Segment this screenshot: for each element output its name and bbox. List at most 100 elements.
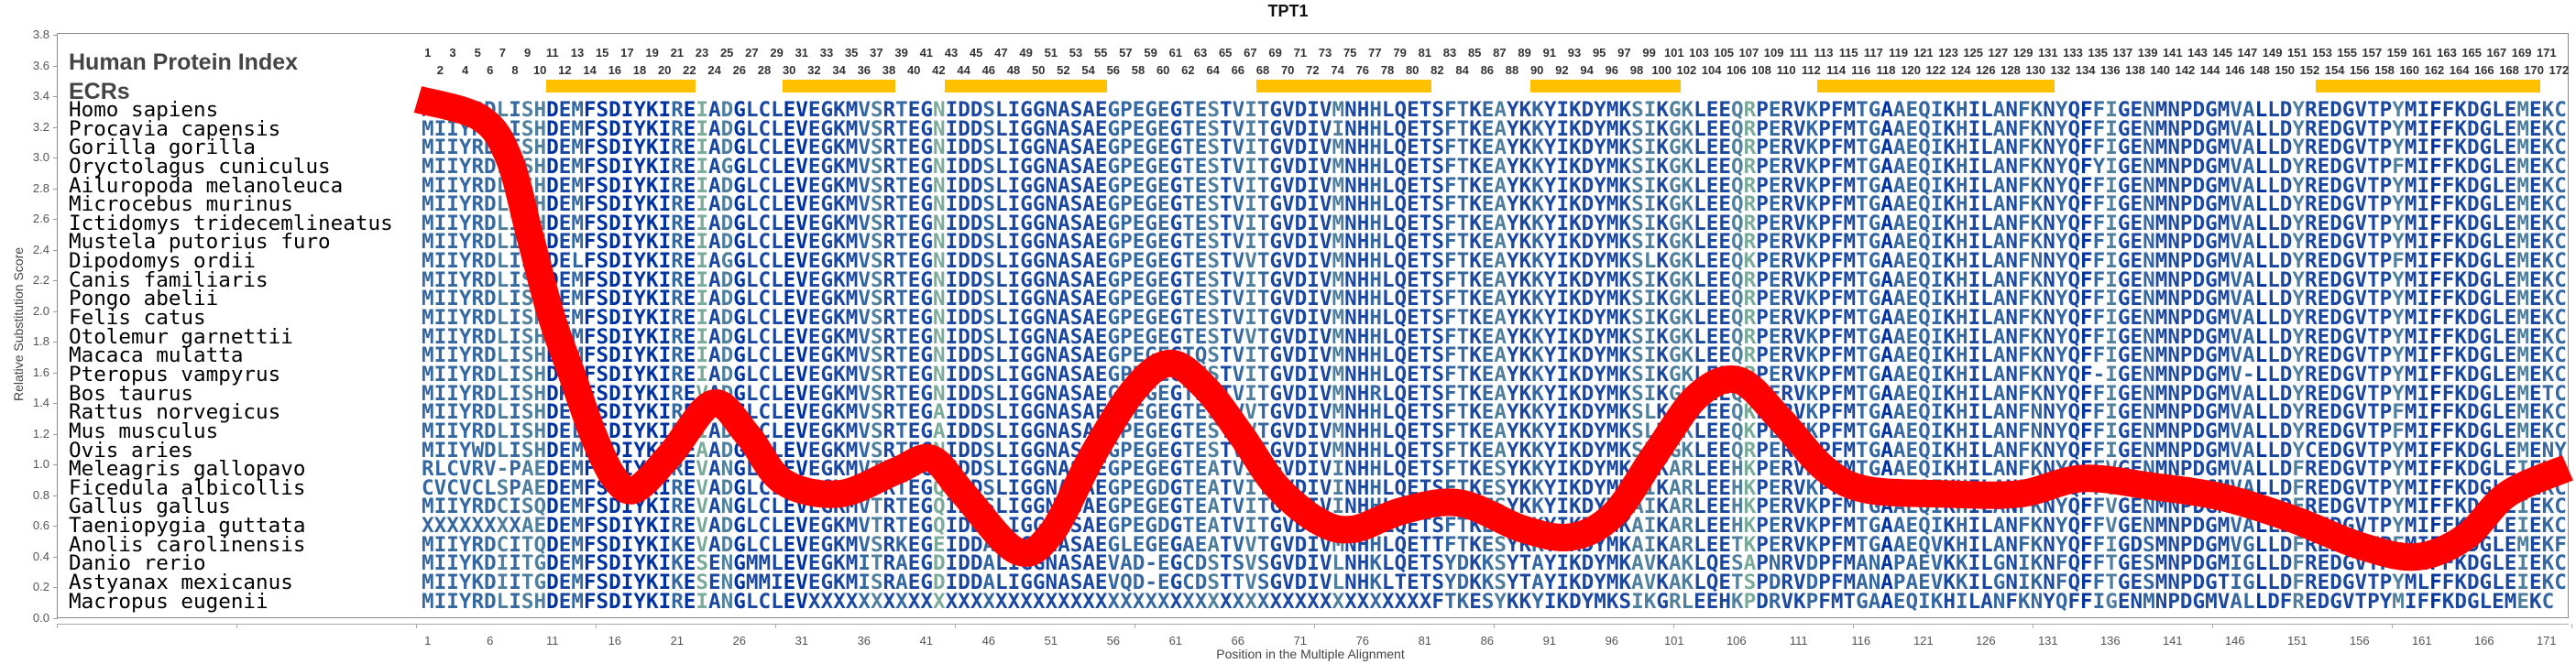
x-tick-mark (416, 624, 417, 628)
column-number: 41 (919, 46, 934, 60)
column-number: 119 (1889, 46, 1909, 60)
residue: Y (2043, 589, 2055, 614)
residue: Q (2055, 589, 2068, 614)
column-number: 112 (1801, 63, 1821, 77)
residue: K (2018, 589, 2031, 614)
residue: G (2329, 589, 2342, 614)
residue: R (1768, 589, 1781, 614)
y-tick-label: 3.8 (32, 27, 49, 42)
column-number: 162 (2424, 63, 2445, 77)
residue: X (1269, 589, 1283, 614)
residue: X (995, 589, 1008, 614)
residue: P (1743, 589, 1757, 614)
column-number: 20 (657, 63, 672, 77)
column-number: 21 (670, 46, 685, 60)
column-number: 157 (2362, 46, 2383, 60)
column-number: 135 (2088, 46, 2109, 60)
residue: M (1594, 589, 1606, 614)
residue: D (2454, 589, 2467, 614)
residue: V (1781, 589, 1794, 614)
y-tick-mark (53, 219, 58, 221)
column-number: 147 (2237, 46, 2258, 60)
residue: X (1369, 589, 1382, 614)
residue: X (920, 589, 933, 614)
column-number: 165 (2461, 46, 2483, 60)
x-tick-label: 76 (1355, 634, 1370, 648)
column-number: 105 (1714, 46, 1735, 60)
residue: I (1955, 589, 1968, 614)
residue: X (858, 589, 871, 614)
column-number: 129 (2012, 46, 2033, 60)
column-number: 118 (1876, 63, 1896, 77)
column-number: 35 (844, 46, 859, 60)
x-tick-label: 126 (1975, 634, 1996, 648)
column-number: 54 (1081, 63, 1095, 77)
ecr-bar (1817, 80, 2055, 93)
column-number: 116 (1851, 63, 1871, 77)
column-number: 49 (1019, 46, 1033, 60)
column-number: 160 (2399, 63, 2420, 77)
column-number: 139 (2137, 46, 2158, 60)
column-number: 155 (2337, 46, 2358, 60)
species-name: Taeniopygia guttata (69, 514, 306, 539)
ecr-bar (2316, 80, 2540, 93)
species-name: Meleagris gallopavo (69, 457, 306, 482)
residue: K (645, 589, 659, 614)
column-number: 101 (1663, 46, 1684, 60)
y-tick-label: 3.2 (32, 119, 49, 134)
column-number: 169 (2511, 46, 2532, 60)
residue: K (1556, 589, 1570, 614)
residue: X (982, 589, 996, 614)
species-name: Homo sapiens (69, 98, 219, 122)
residue: K (2528, 589, 2542, 614)
residue: G (733, 589, 746, 614)
y-tick-mark (53, 403, 58, 405)
species-name: Ailuropoda melanoleuca (69, 173, 344, 198)
ecr-bar (546, 80, 696, 93)
residue: N (1992, 589, 2006, 614)
column-number: 172 (2549, 63, 2570, 77)
x-tick-mark (1494, 624, 1495, 628)
residue: Y (1531, 589, 1544, 614)
column-number: 48 (1006, 63, 1021, 77)
column-number: 28 (757, 63, 772, 77)
residue: X (1058, 589, 1070, 614)
y-tick-label: 1.8 (32, 334, 49, 349)
residue: X (895, 589, 908, 614)
x-tick-label: 1 (424, 634, 432, 648)
residue: I (2092, 589, 2106, 614)
residue: Y (458, 589, 472, 614)
y-tick-label: 0.0 (32, 611, 49, 625)
column-number: 47 (994, 46, 1008, 60)
residue: I (2404, 589, 2417, 614)
y-tick-label: 1.4 (32, 396, 49, 410)
species-name: Bos taurus (69, 381, 194, 406)
residue: H (1718, 589, 1731, 614)
x-tick-label: 91 (1542, 634, 1557, 648)
y-tick-mark (53, 618, 58, 619)
residue: E (1892, 589, 1906, 614)
residue: T (1443, 589, 1457, 614)
column-number: 128 (2001, 63, 2021, 77)
column-number: 131 (2037, 46, 2058, 60)
x-tick-label: 86 (1480, 634, 1495, 648)
column-number: 23 (695, 46, 709, 60)
column-number: 38 (882, 63, 896, 77)
residue: X (1244, 589, 1257, 614)
species-name: Pongo abelii (69, 287, 219, 311)
y-tick-label: 2.6 (32, 212, 49, 226)
x-tick-label: 66 (1231, 634, 1245, 648)
y-tick-label: 2.2 (32, 273, 49, 288)
residue: X (1344, 589, 1357, 614)
ecr-bar (783, 80, 895, 93)
residue: N (2130, 589, 2143, 614)
column-number: 124 (1950, 63, 1971, 77)
residue: K (1793, 589, 1806, 614)
x-tick-label: 111 (1789, 634, 1808, 648)
residue: X (1319, 589, 1332, 614)
residue: H (1943, 589, 1956, 614)
residue: R (2292, 589, 2306, 614)
residue: E (2305, 589, 2318, 614)
residue: X (907, 589, 921, 614)
residue: G (1856, 589, 1869, 614)
